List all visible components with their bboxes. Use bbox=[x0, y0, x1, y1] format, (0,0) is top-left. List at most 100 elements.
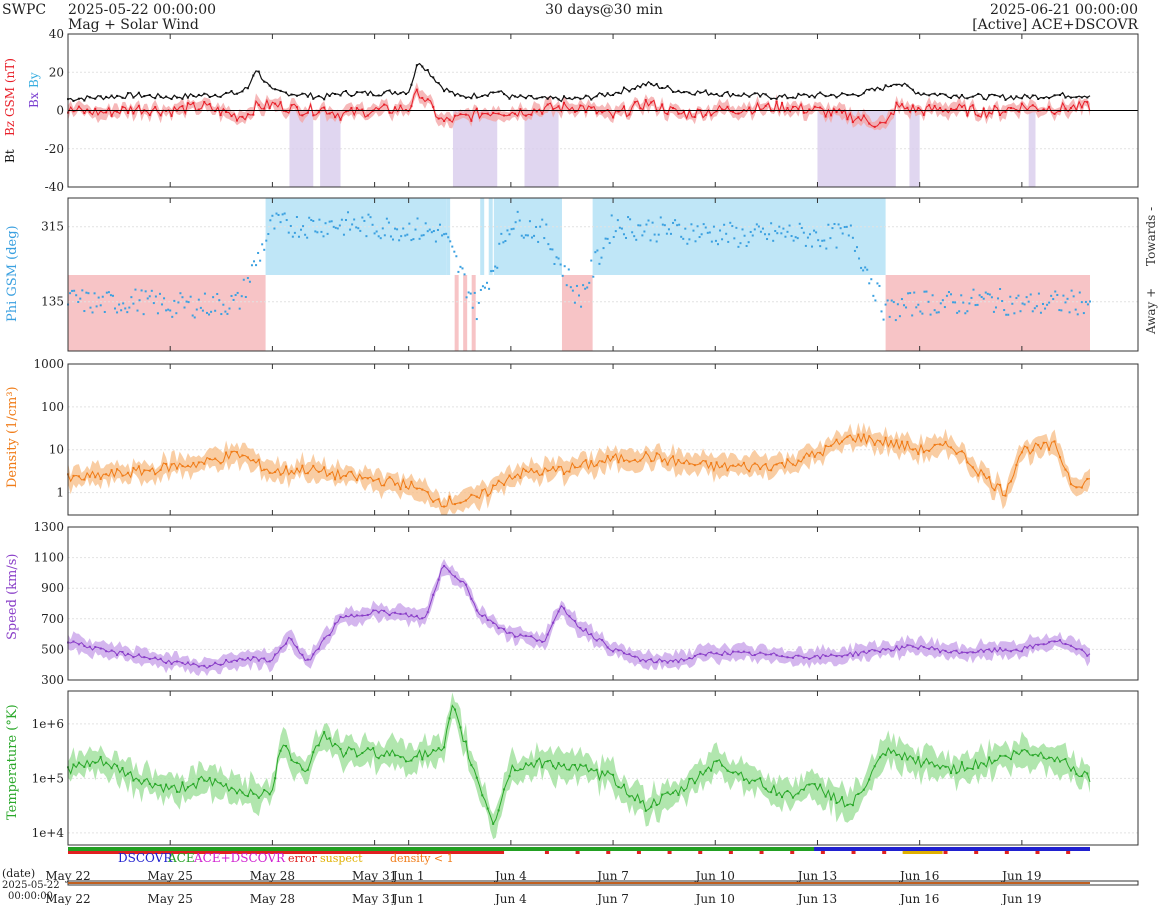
phi-point bbox=[723, 223, 726, 226]
away-sector bbox=[68, 275, 266, 351]
temperature-point bbox=[791, 796, 794, 799]
phi-point bbox=[962, 301, 965, 304]
temperature-point bbox=[552, 765, 555, 768]
speed-point bbox=[257, 659, 260, 662]
phi-point bbox=[179, 292, 182, 295]
phi-point bbox=[445, 232, 448, 235]
temperature-point bbox=[884, 754, 887, 757]
temperature-point bbox=[410, 759, 413, 762]
density-point bbox=[186, 464, 189, 467]
phi-point bbox=[126, 311, 129, 314]
bt-point bbox=[748, 95, 751, 98]
speed-point bbox=[573, 619, 576, 622]
phi-point bbox=[851, 236, 854, 239]
density-point bbox=[633, 458, 636, 461]
y-tick-label: 1300 bbox=[33, 520, 64, 534]
phi-point bbox=[990, 296, 993, 299]
density-point bbox=[764, 463, 767, 466]
by-axis-label: By bbox=[27, 72, 41, 88]
bt-point bbox=[208, 95, 211, 98]
bz-point bbox=[933, 104, 936, 107]
bt-point bbox=[186, 96, 189, 99]
phi-point bbox=[764, 233, 767, 236]
phi-point bbox=[1050, 294, 1053, 297]
bz-point bbox=[443, 119, 446, 122]
speed-point bbox=[999, 647, 1002, 650]
phi-point bbox=[555, 256, 558, 259]
bt-point bbox=[617, 91, 620, 94]
speed-point bbox=[116, 653, 119, 656]
phi-point bbox=[794, 236, 797, 239]
phi-point bbox=[281, 213, 284, 216]
bt-point bbox=[219, 95, 222, 98]
phi-point bbox=[236, 291, 239, 294]
temperature-point bbox=[443, 746, 446, 749]
speed-point bbox=[835, 655, 838, 658]
bz-point bbox=[1048, 105, 1051, 108]
density-point bbox=[715, 461, 718, 464]
density-point bbox=[748, 470, 751, 473]
bt-point bbox=[263, 80, 266, 83]
phi-point bbox=[637, 224, 640, 227]
density-point bbox=[999, 483, 1002, 486]
density-point bbox=[721, 465, 724, 468]
phi-point bbox=[843, 226, 846, 229]
temperature-point bbox=[971, 767, 974, 770]
temperature-point bbox=[1064, 758, 1067, 761]
bz-point bbox=[421, 96, 424, 99]
phi-point bbox=[950, 293, 953, 296]
speed-point bbox=[922, 646, 925, 649]
phi-point bbox=[780, 232, 783, 235]
speed-point bbox=[285, 642, 288, 645]
speed-point bbox=[622, 652, 625, 655]
speed-point bbox=[323, 637, 326, 640]
density-point bbox=[1053, 440, 1056, 443]
temperature-point bbox=[628, 795, 631, 798]
phi-point bbox=[929, 313, 932, 316]
speed-point bbox=[410, 614, 413, 617]
phi-point bbox=[183, 306, 186, 309]
bt-point bbox=[939, 92, 942, 95]
phi-point bbox=[806, 236, 809, 239]
density-point bbox=[595, 464, 598, 467]
phi-point bbox=[387, 221, 390, 224]
phi-point bbox=[410, 239, 413, 242]
bz-point bbox=[579, 104, 582, 107]
bt-point bbox=[710, 92, 713, 95]
phi-point bbox=[234, 294, 237, 297]
bt-point bbox=[377, 94, 380, 97]
bz-point bbox=[159, 114, 162, 117]
phi-point bbox=[537, 240, 540, 243]
phi-point bbox=[226, 312, 229, 315]
speed-point bbox=[132, 656, 135, 659]
speed-point bbox=[748, 651, 751, 654]
density-point bbox=[939, 443, 942, 446]
phi-point bbox=[761, 227, 764, 230]
phi-point bbox=[457, 270, 460, 273]
density-point bbox=[235, 451, 238, 454]
speed-point bbox=[546, 633, 549, 636]
speed-point bbox=[890, 649, 893, 652]
density-point bbox=[274, 471, 277, 474]
density-point bbox=[966, 461, 969, 464]
bz-point bbox=[552, 108, 555, 111]
density-point bbox=[704, 460, 707, 463]
bz-point bbox=[246, 113, 249, 116]
phi-point bbox=[326, 232, 329, 235]
phi-point bbox=[999, 287, 1002, 290]
speed-point bbox=[459, 580, 462, 583]
speed-point bbox=[955, 649, 958, 652]
bz-point bbox=[323, 106, 326, 109]
phi-point bbox=[512, 227, 515, 230]
temperature-point bbox=[355, 755, 358, 758]
phi-point bbox=[359, 229, 362, 232]
phi-point bbox=[735, 226, 738, 229]
bt-point bbox=[230, 90, 233, 93]
phi-point bbox=[381, 227, 384, 230]
speed-point bbox=[884, 648, 887, 651]
speed-point bbox=[394, 611, 397, 614]
bt-point bbox=[721, 94, 724, 97]
phi-point bbox=[103, 310, 106, 313]
toward-sector bbox=[265, 198, 447, 275]
phi-point bbox=[835, 246, 838, 249]
